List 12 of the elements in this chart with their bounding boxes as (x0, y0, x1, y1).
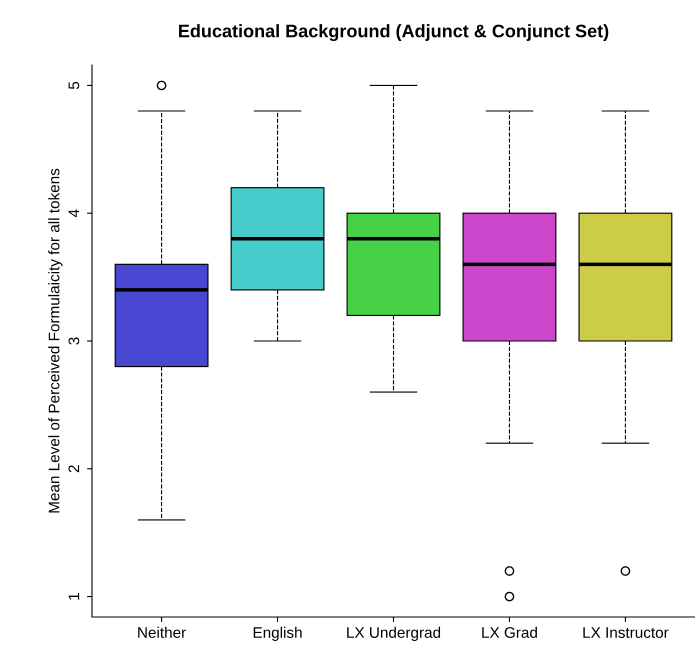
y-tick-label: 2 (68, 465, 80, 472)
y-tick-label: 3 (68, 337, 80, 345)
x-tick-label: LX Grad (482, 626, 537, 638)
x-tick-label: LX Instructor (583, 627, 668, 638)
y-tick-label: 1 (68, 593, 80, 600)
y-tick-label: 4 (68, 209, 80, 218)
x-tick-label: English (254, 626, 302, 641)
x-tick-label: Neither (138, 626, 186, 638)
x-tick-label: LX Undergrad (347, 626, 440, 641)
y-axis-title: Mean Level of Perceived Formulaicity for all tokens (48, 168, 62, 513)
chart-title: Educational Background (Adjunct & Conjunct Set) (179, 24, 608, 42)
y-tick-label: 5 (68, 82, 80, 90)
